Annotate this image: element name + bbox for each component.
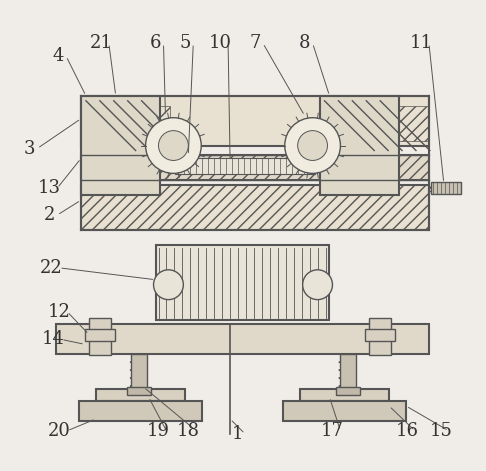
Bar [81,96,160,195]
Text: 18: 18 [177,422,200,440]
Bar [81,185,429,230]
Text: 20: 20 [48,422,70,440]
Text: 19: 19 [147,422,170,440]
Text: 2: 2 [43,206,55,224]
Text: 6: 6 [150,34,161,52]
Bar [81,96,429,146]
Text: 14: 14 [42,330,65,349]
Bar [339,106,429,140]
Text: 16: 16 [396,422,418,440]
Bar [156,245,330,319]
Bar [365,329,395,341]
Circle shape [303,270,332,300]
Text: 22: 22 [40,259,63,277]
Text: 15: 15 [430,422,452,440]
Bar [336,387,360,395]
Text: 8: 8 [299,34,311,52]
Bar [300,389,389,401]
Text: 3: 3 [23,139,35,157]
Text: 17: 17 [321,422,344,440]
Bar [79,401,202,421]
Bar [127,387,151,395]
Circle shape [154,270,183,300]
Text: 4: 4 [52,47,64,65]
Bar [283,401,406,421]
Bar [320,96,399,195]
Bar [96,389,185,401]
Text: 21: 21 [89,34,112,52]
Text: 11: 11 [409,34,433,52]
Bar [85,329,115,341]
Bar [81,155,429,180]
Bar [340,354,356,389]
Circle shape [146,118,201,173]
Text: 1: 1 [231,425,243,443]
Text: 7: 7 [249,34,260,52]
Bar [81,106,171,140]
Circle shape [285,118,340,173]
Circle shape [298,130,328,161]
Bar [431,182,461,194]
Text: 13: 13 [37,179,61,197]
Bar [56,325,429,354]
Bar [89,317,111,355]
Text: 12: 12 [48,302,70,321]
Bar [369,317,391,355]
Circle shape [158,130,188,161]
Text: 5: 5 [180,34,191,52]
Bar [131,354,147,389]
Bar [175,158,314,174]
Text: 10: 10 [208,34,232,52]
